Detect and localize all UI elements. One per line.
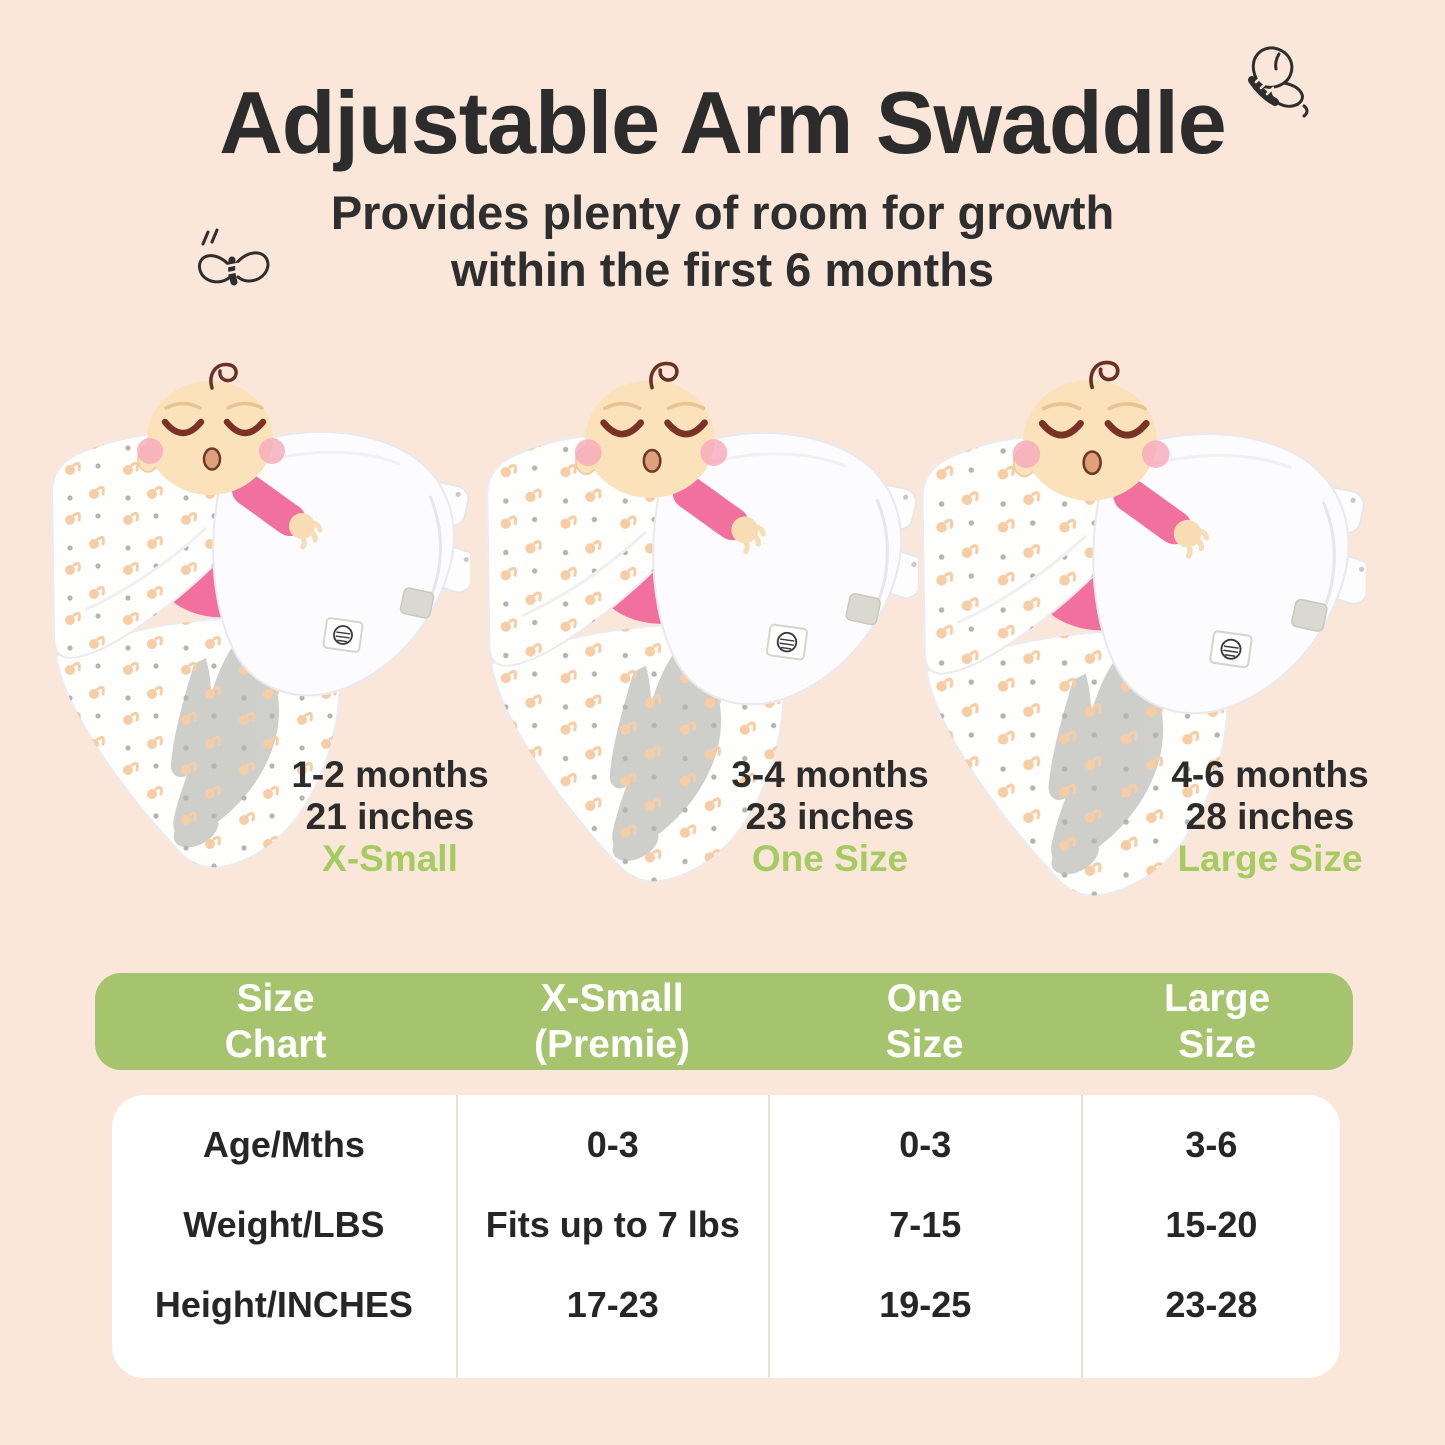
- page-subtitle: Provides plenty of room for growth withi…: [0, 184, 1445, 298]
- swaddle-figure-xsmall: 1-2 months 21 inches X-Small: [0, 358, 489, 879]
- figure-size: One Size: [751, 838, 909, 879]
- figure-label: 4-6 months 28 inches Large Size: [1160, 754, 1380, 880]
- chart-column-large-size: 3-6 15-20 23-28: [1080, 1095, 1340, 1378]
- subtitle-line-2: within the first 6 months: [450, 243, 995, 296]
- chart-header-size-chart: Size Chart: [224, 976, 327, 1066]
- table-cell: 3-6: [1185, 1124, 1238, 1165]
- table-cell: 15-20: [1165, 1204, 1258, 1245]
- figure-months: 3-4 months: [731, 754, 929, 795]
- row-label: Weight/LBS: [183, 1204, 385, 1245]
- figure-inches: 21 inches: [305, 796, 475, 837]
- swaddle-figure-large: 4-6 months 28 inches Large Size: [880, 358, 1369, 878]
- table-cell: 17-23: [566, 1284, 659, 1325]
- page-title: Adjustable Arm Swaddle: [219, 73, 1227, 172]
- figure-label: 1-2 months 21 inches X-Small: [280, 754, 500, 880]
- figure-size: Large Size: [1177, 838, 1363, 879]
- chart-header-large-size: Large Size: [1163, 976, 1271, 1066]
- size-chart-body: Age/Mths Weight/LBS Height/INCHES 0-3 Fi…: [112, 1095, 1340, 1378]
- chart-header-xsmall: X-Small (Premie): [533, 976, 691, 1066]
- table-cell: 0-3: [899, 1124, 952, 1165]
- row-label: Age/Mths: [202, 1124, 365, 1165]
- row-label: Height/INCHES: [154, 1284, 413, 1325]
- figure-inches: 28 inches: [1185, 796, 1355, 837]
- chart-column-one-size: 0-3 7-15 19-25: [767, 1095, 1081, 1378]
- chart-column-xsmall: 0-3 Fits up to 7 lbs 17-23: [455, 1095, 768, 1378]
- table-cell: 7-15: [889, 1204, 962, 1245]
- size-chart-header: Size Chart X-Small (Premie) One Size Lar…: [95, 973, 1353, 1070]
- butterfly-icon: [197, 228, 270, 286]
- figure-size: X-Small: [322, 838, 458, 879]
- table-cell: Fits up to 7 lbs: [485, 1204, 740, 1245]
- chart-column-labels: Age/Mths Weight/LBS Height/INCHES: [112, 1095, 456, 1378]
- figure-inches: 23 inches: [745, 796, 915, 837]
- swaddle-figure-onesize: 3-4 months 23 inches One Size: [440, 358, 929, 878]
- figure-months: 1-2 months: [291, 754, 489, 795]
- figure-label: 3-4 months 23 inches One Size: [720, 754, 940, 880]
- table-cell: 23-28: [1165, 1284, 1258, 1325]
- butterfly-icon: [1248, 46, 1309, 118]
- table-cell: 19-25: [879, 1284, 972, 1325]
- table-cell: 0-3: [586, 1124, 639, 1165]
- figure-months: 4-6 months: [1171, 754, 1369, 795]
- subtitle-line-1: Provides plenty of room for growth: [330, 186, 1115, 239]
- chart-header-one-size: One Size: [885, 976, 964, 1066]
